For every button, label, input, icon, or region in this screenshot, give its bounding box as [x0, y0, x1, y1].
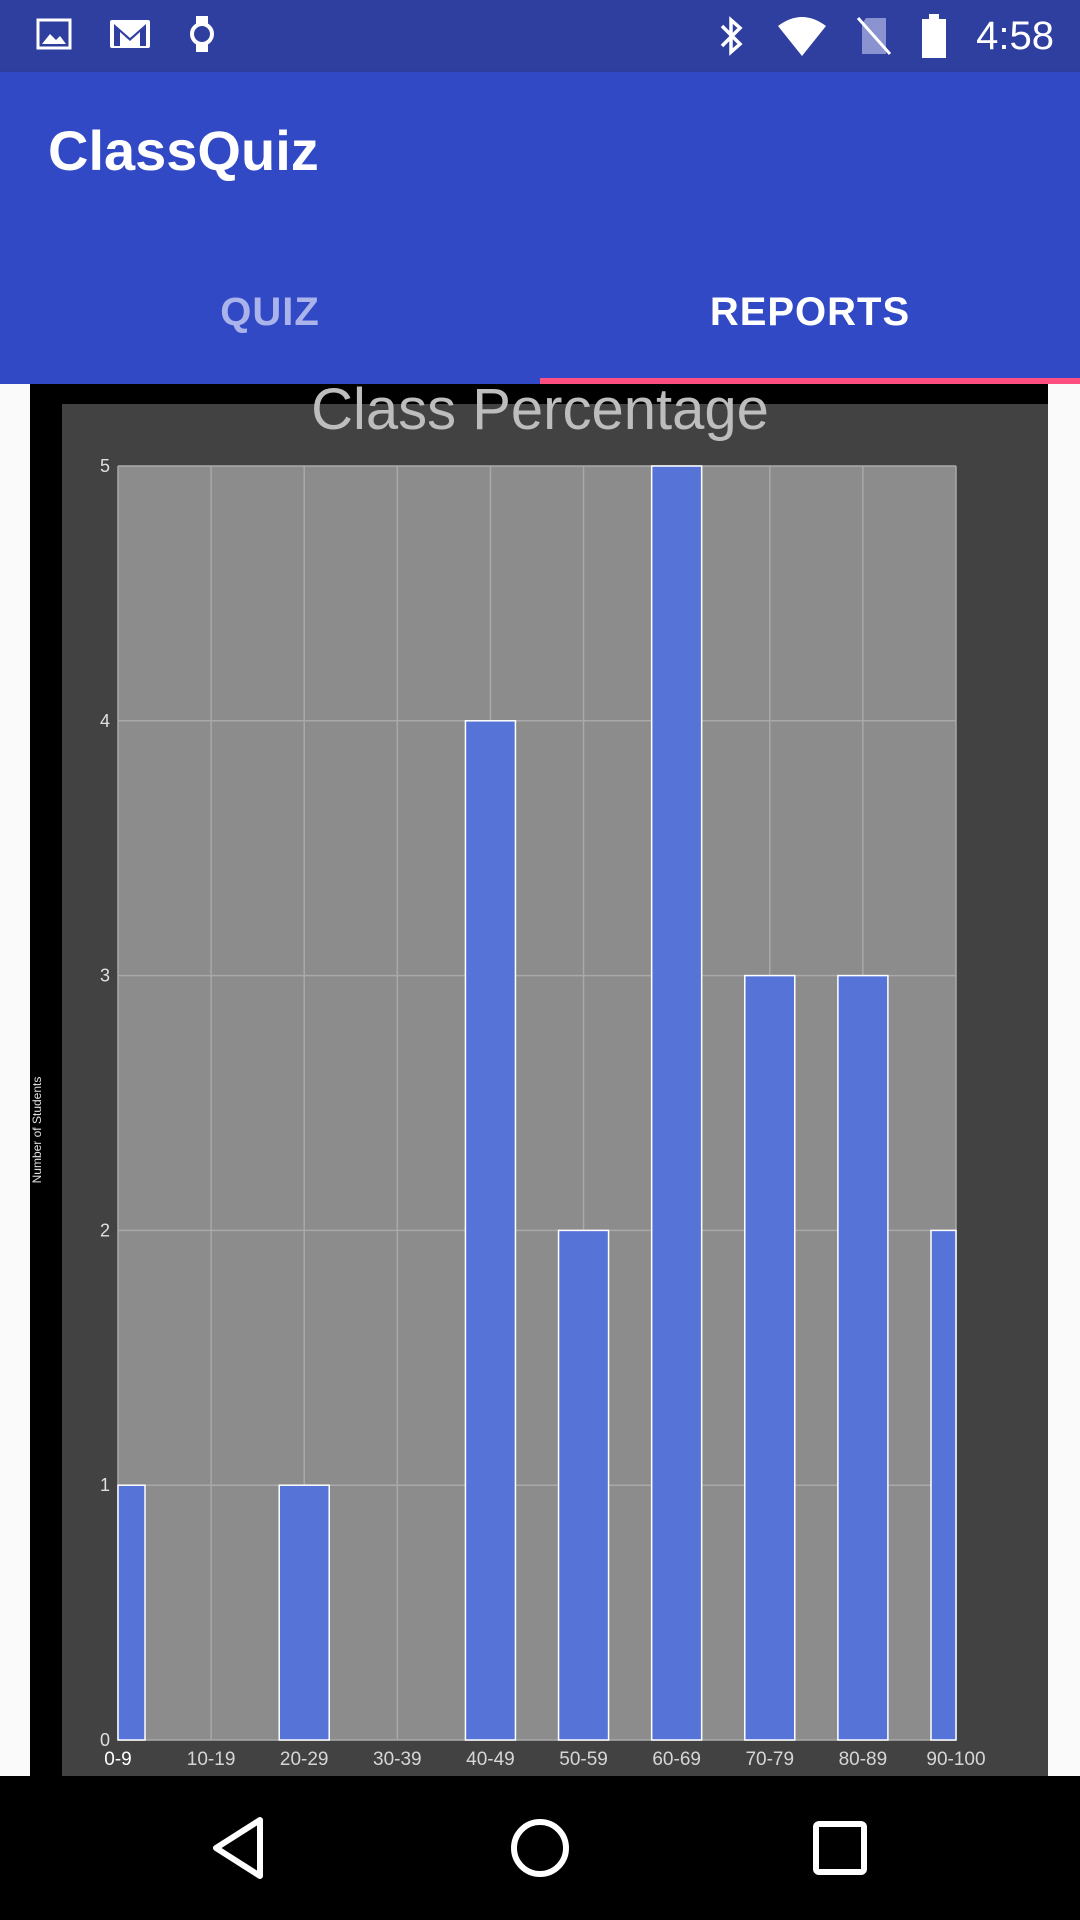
plot-area [118, 466, 956, 1740]
y-tick-label: 0 [100, 1730, 110, 1750]
y-tick-label: 5 [100, 456, 110, 476]
bar [557, 1229, 610, 1741]
bar [930, 1229, 957, 1741]
bar [744, 974, 796, 1741]
tab-quiz[interactable]: QUIZ [220, 289, 320, 334]
app-title: ClassQuiz [48, 119, 319, 182]
x-tick-label: 80-89 [839, 1749, 888, 1770]
battery-icon [922, 14, 947, 58]
y-tick-label: 2 [100, 1220, 110, 1240]
x-tick-label: 40-49 [466, 1749, 515, 1770]
bar [464, 720, 517, 1741]
x-tick-label: 30-39 [373, 1749, 422, 1770]
bar [837, 974, 889, 1741]
y-tick-label: 4 [100, 711, 110, 731]
x-tick-label: 50-59 [559, 1749, 608, 1770]
navigation-bar [0, 1776, 1080, 1920]
tab-selected-indicator [540, 378, 1080, 384]
bar [650, 465, 703, 1741]
notification-icons [36, 14, 216, 54]
x-tick-label: 60-69 [652, 1749, 701, 1770]
chart-title: Class Percentage [311, 377, 769, 442]
recents-icon[interactable] [804, 1812, 876, 1884]
image-icon [36, 18, 72, 50]
tab-reports[interactable]: REPORTS [709, 289, 911, 334]
x-tick-label: 90-100 [926, 1749, 985, 1770]
bluetooth-icon [720, 16, 743, 56]
tab-bar: QUIZ REPORTS [0, 240, 1080, 384]
status-bar: 4:58 [0, 0, 1080, 72]
no-sim-icon [857, 17, 892, 55]
system-icons: 4:58 [716, 10, 1054, 62]
x-tick-label: 70-79 [745, 1749, 794, 1770]
bar [278, 1484, 330, 1741]
x-tick-label: 0-9 [104, 1749, 131, 1770]
bar-chart: 0 1 2 3 4 5 0-9 10-19 20-29 30-39 40-49 50-59 60-69 7… [100, 456, 986, 1770]
status-time: 4:58 [976, 14, 1054, 58]
gmail-icon [110, 20, 150, 48]
x-tick-label: 20-29 [280, 1749, 329, 1770]
y-tick-label: 3 [100, 966, 110, 986]
home-icon[interactable] [504, 1812, 576, 1884]
watch-icon [190, 16, 214, 52]
wifi-icon [778, 17, 827, 56]
y-tick-label: 1 [100, 1475, 110, 1495]
app-bar: ClassQuiz [0, 72, 1080, 240]
x-tick-label: 10-19 [187, 1749, 236, 1770]
back-icon[interactable] [204, 1812, 276, 1884]
bar [117, 1484, 146, 1741]
